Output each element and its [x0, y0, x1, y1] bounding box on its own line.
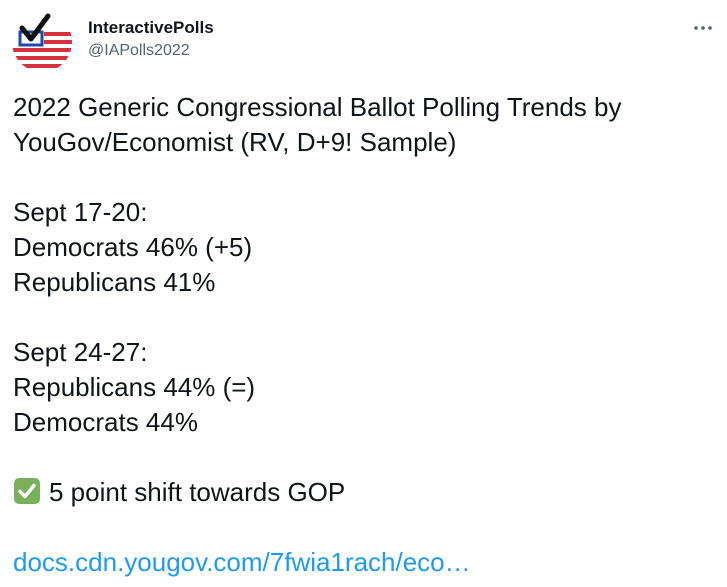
- author-names: InteractivePolls @IAPolls2022: [88, 17, 214, 62]
- poll2-date: Sept 24-27:: [13, 337, 148, 367]
- poll1-line-1: Democrats 46% (+5): [13, 232, 253, 262]
- summary-line: 5 point shift towards GOP: [13, 475, 717, 510]
- tweet-title-line-2: YouGov/Economist (RV, D+9! Sample): [13, 127, 457, 157]
- poll2-line-2: Democrats 44%: [13, 407, 198, 437]
- tweet-header: InteractivePolls @IAPolls2022: [12, 12, 715, 72]
- checkmark-flag-logo-icon: [12, 12, 72, 72]
- summary-text: 5 point shift towards GOP: [49, 477, 346, 507]
- avatar[interactable]: [12, 12, 72, 72]
- author-display-name[interactable]: InteractivePolls: [88, 18, 214, 37]
- link-line: docs.cdn.yougov.com/7fwia1rach/eco…: [13, 545, 717, 580]
- poll1-date: Sept 17-20:: [13, 197, 148, 227]
- tweet-text: 2022 Generic Congressional Ballot Pollin…: [13, 90, 717, 580]
- more-icon: [694, 26, 712, 30]
- poll1-line-2: Republicans 41%: [13, 267, 216, 297]
- author-handle[interactable]: @IAPolls2022: [88, 42, 190, 59]
- poll2-line-1: Republicans 44% (=): [13, 372, 256, 402]
- check-mark-button-icon: [13, 477, 41, 505]
- tweet-title-line-1: 2022 Generic Congressional Ballot Pollin…: [13, 92, 622, 122]
- more-options-button[interactable]: [691, 16, 715, 40]
- yougov-link[interactable]: docs.cdn.yougov.com/7fwia1rach/eco…: [13, 547, 471, 577]
